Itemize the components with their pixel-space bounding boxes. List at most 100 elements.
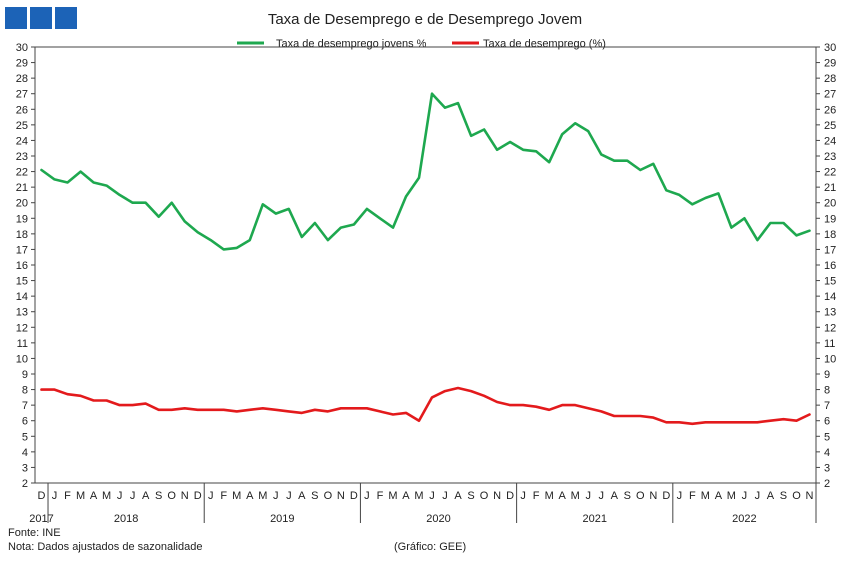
y-tick-label-right: 18 — [824, 229, 836, 241]
x-month-label: J — [273, 490, 279, 502]
x-month-label: A — [246, 490, 254, 502]
y-tick-label-left: 22 — [16, 167, 28, 179]
y-tick-label-left: 2 — [22, 478, 28, 490]
y-tick-label-left: 18 — [16, 229, 28, 241]
y-tick-label-right: 24 — [824, 135, 836, 147]
x-month-label: A — [402, 490, 410, 502]
x-month-label: F — [533, 490, 540, 502]
y-tick-label-left: 24 — [16, 135, 28, 147]
y-tick-label-left: 10 — [16, 353, 28, 365]
y-tick-label-right: 20 — [824, 198, 836, 210]
x-month-label: M — [727, 490, 736, 502]
x-month-label: A — [454, 490, 462, 502]
x-month-label: A — [90, 490, 98, 502]
y-tick-label-right: 27 — [824, 89, 836, 101]
y-tick-label-right: 12 — [824, 322, 836, 334]
x-month-label: A — [559, 490, 567, 502]
y-tick-label-right: 2 — [824, 478, 830, 490]
x-month-label: N — [337, 490, 345, 502]
y-tick-label-right: 11 — [824, 338, 835, 350]
x-month-label: S — [311, 490, 318, 502]
y-tick-label-left: 13 — [16, 307, 28, 319]
chart-title: Taxa de Desemprego e de Desemprego Jovem — [268, 11, 582, 28]
y-tick-label-left: 8 — [22, 385, 28, 397]
x-month-label: J — [598, 490, 604, 502]
y-tick-label-left: 28 — [16, 73, 28, 85]
x-month-label: D — [194, 490, 202, 502]
y-tick-label-right: 10 — [824, 353, 836, 365]
x-month-label: D — [38, 490, 46, 502]
y-tick-label-left: 21 — [16, 182, 28, 194]
logo-square — [30, 7, 52, 29]
source-note: Fonte: INE — [8, 527, 61, 539]
series-line-unemployment — [40, 386, 811, 426]
x-month-label: A — [298, 490, 306, 502]
plot-frame — [34, 46, 817, 484]
x-month-label: M — [571, 490, 580, 502]
x-year-label: 2021 — [582, 513, 606, 525]
x-month-label: O — [792, 490, 801, 502]
x-year-label: 2020 — [426, 513, 450, 525]
x-year-label: 2018 — [114, 513, 138, 525]
x-month-label: F — [220, 490, 227, 502]
x-month-label: M — [701, 490, 710, 502]
x-month-label: M — [545, 490, 554, 502]
y-tick-label-left: 19 — [16, 213, 28, 225]
y-tick-label-left: 20 — [16, 198, 28, 210]
y-tick-label-left: 15 — [16, 276, 28, 288]
y-tick-label-right: 30 — [824, 42, 836, 54]
y-tick-label-left: 27 — [16, 89, 28, 101]
line-chart: Taxa de Desemprego e de Desemprego Jovem… — [16, 11, 837, 525]
chart-credit: (Gráfico: GEE) — [394, 541, 467, 553]
x-month-label: M — [232, 490, 241, 502]
y-tick-label-left: 3 — [22, 462, 28, 474]
logo-square — [5, 7, 27, 29]
x-month-label: N — [181, 490, 189, 502]
y-tick-label-left: 29 — [16, 58, 28, 70]
y-tick-label-left: 4 — [22, 447, 28, 459]
legend-label: Taxa de desemprego jovens % — [276, 38, 427, 50]
x-month-label: J — [520, 490, 526, 502]
y-tick-label-right: 28 — [824, 73, 836, 85]
y-tick-label-right: 16 — [824, 260, 836, 272]
y-tick-label-right: 21 — [824, 182, 836, 194]
y-tick-label-right: 6 — [824, 416, 830, 428]
x-month-label: M — [258, 490, 267, 502]
y-tick-label-left: 25 — [16, 120, 28, 132]
x-month-label: J — [286, 490, 292, 502]
y-tick-label-right: 15 — [824, 276, 836, 288]
x-month-label: D — [662, 490, 670, 502]
x-month-label: S — [624, 490, 631, 502]
x-month-label: A — [767, 490, 775, 502]
y-tick-label-right: 23 — [824, 151, 836, 163]
y-tick-label-right: 9 — [824, 369, 830, 381]
x-month-label: J — [52, 490, 58, 502]
x-month-label: J — [429, 490, 435, 502]
x-month-label: J — [742, 490, 748, 502]
series-line-youth-unemployment — [40, 92, 811, 251]
y-tick-label-right: 26 — [824, 104, 836, 116]
logo — [5, 7, 77, 29]
y-tick-label-left: 26 — [16, 104, 28, 116]
x-month-label: M — [414, 490, 423, 502]
x-month-label: A — [142, 490, 150, 502]
x-month-label: M — [388, 490, 397, 502]
x-month-label: N — [649, 490, 657, 502]
x-month-label: O — [636, 490, 645, 502]
x-month-label: S — [155, 490, 162, 502]
y-tick-label-left: 9 — [22, 369, 28, 381]
y-tick-label-left: 23 — [16, 151, 28, 163]
y-tick-label-right: 4 — [824, 447, 830, 459]
x-month-label: J — [677, 490, 683, 502]
y-tick-label-right: 14 — [824, 291, 836, 303]
legend-label: Taxa de desemprego (%) — [483, 38, 606, 50]
x-month-label: J — [364, 490, 370, 502]
y-tick-label-left: 16 — [16, 260, 28, 272]
adjustment-note: Nota: Dados ajustados de sazonalidade — [8, 541, 203, 553]
y-tick-label-right: 5 — [824, 431, 830, 443]
y-tick-label-left: 12 — [16, 322, 28, 334]
y-tick-label-right: 29 — [824, 58, 836, 70]
x-month-label: J — [117, 490, 123, 502]
y-tick-label-left: 7 — [22, 400, 28, 412]
x-month-label: N — [806, 490, 814, 502]
